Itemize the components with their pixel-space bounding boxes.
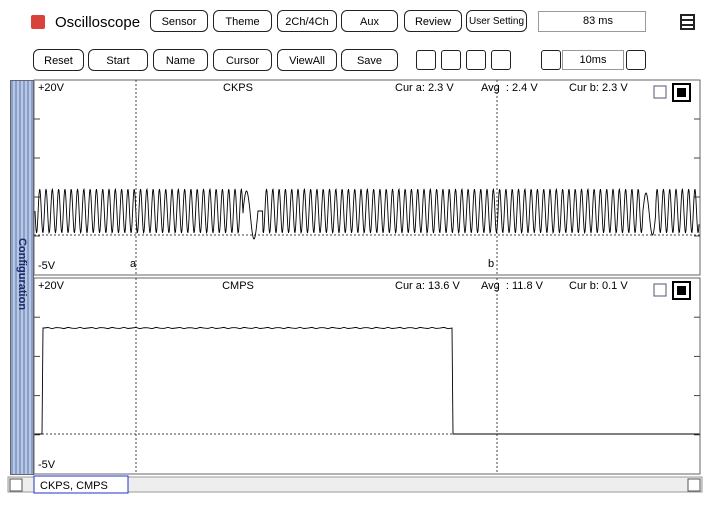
toolbar-button[interactable]: User Setting [466, 10, 527, 32]
toggle-fill [677, 286, 686, 295]
app-icon[interactable] [31, 15, 45, 29]
scale-bottom: -5V [38, 260, 56, 272]
control-button[interactable]: Save [341, 49, 398, 71]
time-div[interactable]: 10ms [562, 50, 624, 70]
toolbar-button[interactable]: Review [404, 10, 462, 32]
timer: 83 ms [538, 11, 646, 32]
waveform [34, 187, 700, 240]
time-up[interactable] [626, 50, 646, 70]
last[interactable] [491, 50, 511, 70]
next[interactable] [466, 50, 486, 70]
menu-icon[interactable] [680, 14, 695, 30]
control-button[interactable]: Cursor [213, 49, 272, 71]
waveform [35, 326, 699, 435]
toolbar-button[interactable]: Aux [341, 10, 398, 32]
control-button[interactable]: ViewAll [277, 49, 337, 71]
avg: Avg : 11.8 V [481, 280, 544, 292]
status: CKPS, CMPS [40, 480, 108, 492]
prev[interactable] [441, 50, 461, 70]
cur-b: Cur b: 2.3 V [569, 82, 628, 94]
checkbox[interactable] [653, 85, 667, 99]
cursor-label: a [130, 258, 137, 270]
cur-a: Cur a: 13.6 V [395, 280, 460, 292]
scale-bottom: -5V [38, 459, 56, 471]
checkbox[interactable] [653, 283, 667, 297]
toggle-fill [677, 88, 686, 97]
scale-top: +20V [38, 82, 65, 94]
scale-top: +20V [38, 280, 65, 292]
timer-text: 83 ms [583, 15, 613, 27]
avg: Avg : 2.4 V [481, 82, 538, 94]
cursor-label: b [488, 258, 494, 270]
toolbar-button[interactable]: Theme [213, 10, 272, 32]
channel-name: CKPS [223, 82, 253, 94]
toolbar-button[interactable]: 2Ch/4Ch [277, 10, 337, 32]
channel-name: CMPS [222, 280, 254, 292]
cur-b: Cur b: 0.1 V [569, 280, 628, 292]
first[interactable] [416, 50, 436, 70]
control-button[interactable]: Name [153, 49, 208, 71]
app-title: Oscilloscope [55, 14, 141, 31]
control-button[interactable]: Start [88, 49, 148, 71]
cur-a: Cur a: 2.3 V [395, 82, 454, 94]
toolbar-button[interactable]: Sensor [150, 10, 208, 32]
control-button[interactable]: Reset [33, 49, 84, 71]
side-tab[interactable] [10, 80, 34, 475]
time-down[interactable] [541, 50, 561, 70]
